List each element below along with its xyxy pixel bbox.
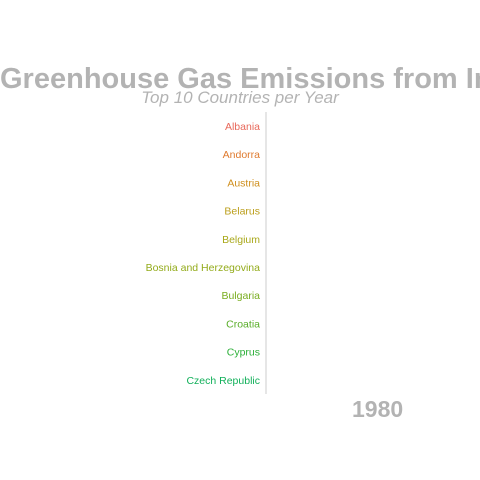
category-label: Albania (225, 121, 260, 133)
chart-title: Greenhouse Gas Emissions from Ind (0, 63, 480, 95)
category-label: Belarus (224, 206, 260, 218)
category-label: Cyprus (227, 347, 260, 359)
chart-subtitle: Top 10 Countries per Year (141, 88, 339, 107)
category-label: Bosnia and Herzegovina (146, 262, 261, 274)
category-label: Andorra (223, 149, 261, 161)
category-label: Czech Republic (186, 375, 260, 387)
category-label: Bulgaria (221, 290, 260, 302)
category-label: Austria (227, 177, 260, 189)
category-label: Croatia (226, 318, 260, 330)
year-label: 1980 (352, 396, 404, 422)
category-label: Belgium (222, 234, 260, 246)
